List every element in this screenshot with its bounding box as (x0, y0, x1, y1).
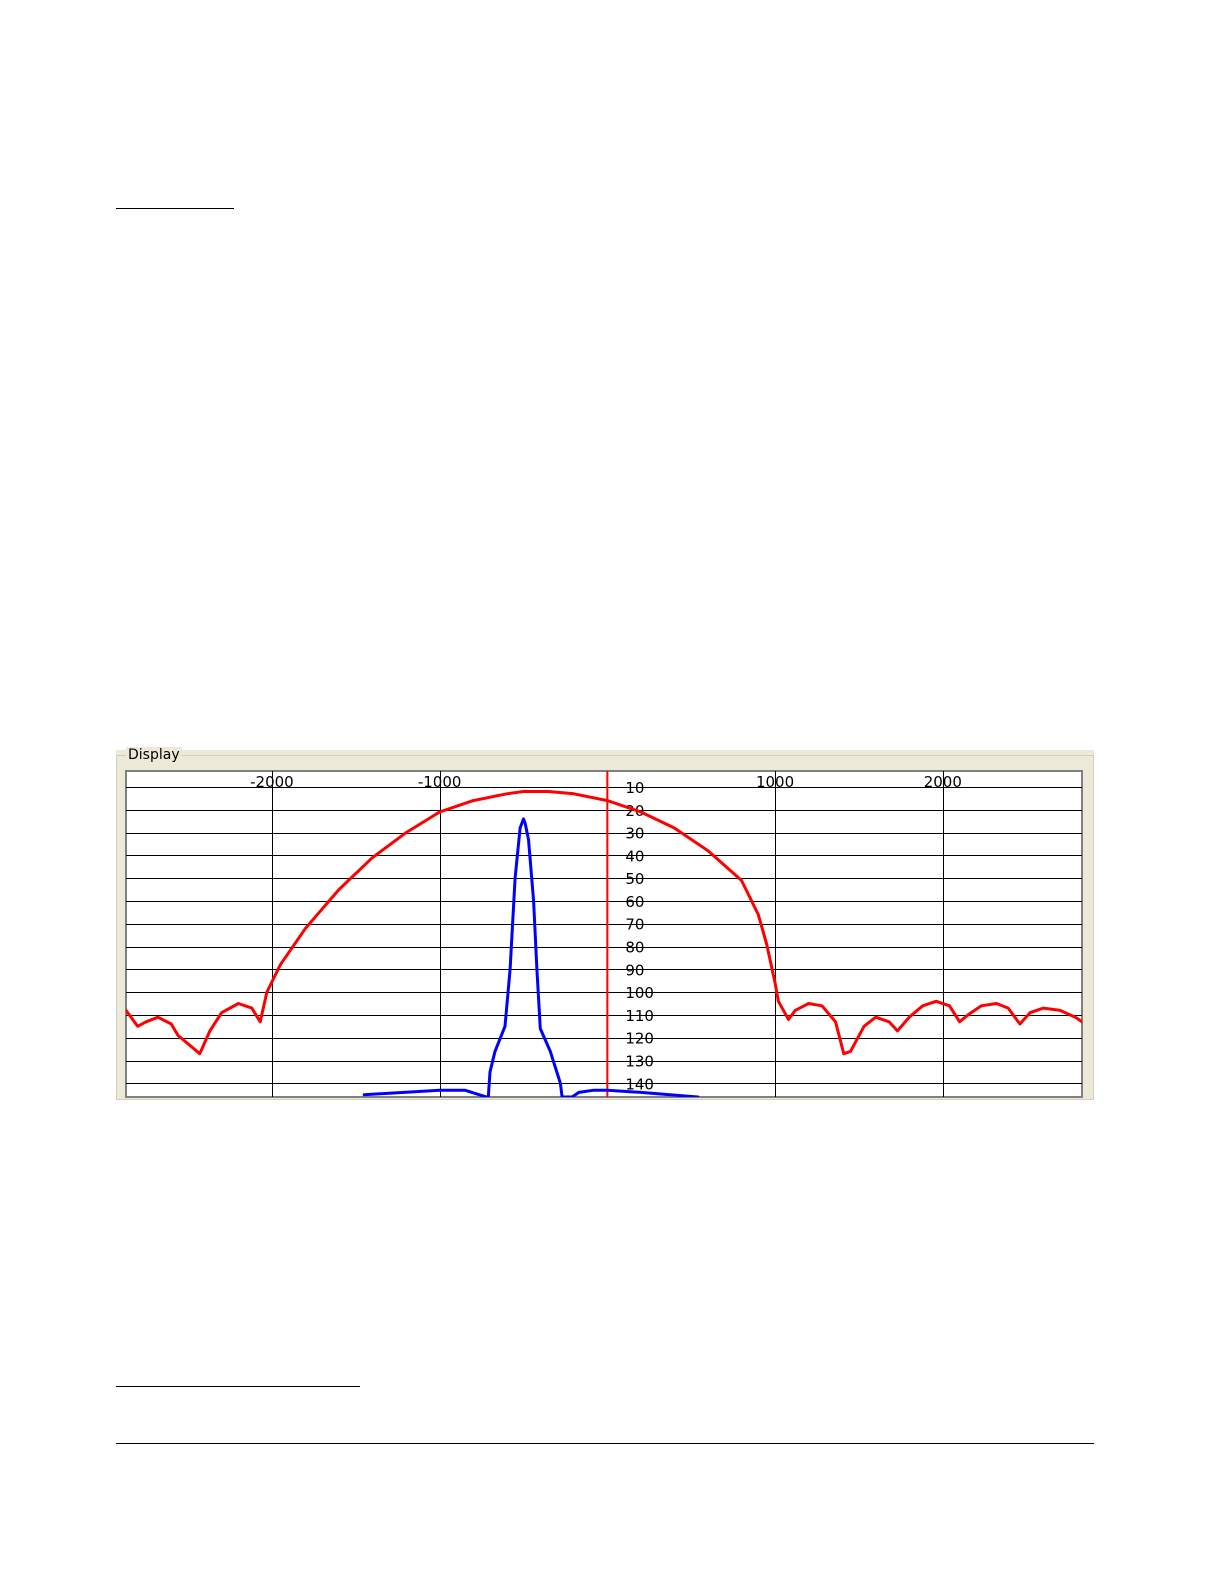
x-tick-label: 2000 (924, 773, 962, 791)
y-tick-label: 60 (625, 893, 644, 911)
footnote-separator (116, 1386, 360, 1387)
display-panel: Display -2000 -1000 1000 2000 10 20 30 40 50 60 70… (116, 747, 1094, 1100)
x-tick-label: 1000 (756, 773, 794, 791)
y-tick-label: 140 (625, 1075, 654, 1093)
y-tick-label: 120 (625, 1030, 654, 1048)
y-tick-label: 40 (625, 847, 644, 865)
x-tick-label: -1000 (418, 773, 462, 791)
tick-labels: -2000 -1000 1000 20001020304050607080901001… (250, 773, 962, 1093)
x-tick-label: -2000 (250, 773, 294, 791)
y-tick-label: 80 (625, 939, 644, 957)
y-tick-label: 110 (625, 1007, 654, 1025)
heading-underline (116, 208, 234, 209)
display-legend: Display (126, 747, 182, 763)
series-line-red (126, 790, 1082, 1056)
display-frame (116, 755, 1094, 1100)
y-tick-label: 130 (625, 1053, 654, 1071)
y-tick-label: 50 (625, 870, 644, 888)
y-tick-label: 30 (625, 825, 644, 843)
y-tick-label: 70 (625, 916, 644, 934)
series-lines (126, 790, 1082, 1097)
series-line-blue (362, 817, 700, 1097)
y-tick-label: 100 (625, 984, 654, 1002)
spectrum-plot: -2000 -1000 1000 20001020304050607080901001… (125, 770, 1083, 1098)
footer-rule (116, 1443, 1094, 1444)
grid-lines (126, 771, 1082, 1097)
plot-area (125, 770, 1083, 1098)
y-tick-label: 90 (625, 961, 644, 979)
y-tick-label: 10 (625, 779, 644, 797)
